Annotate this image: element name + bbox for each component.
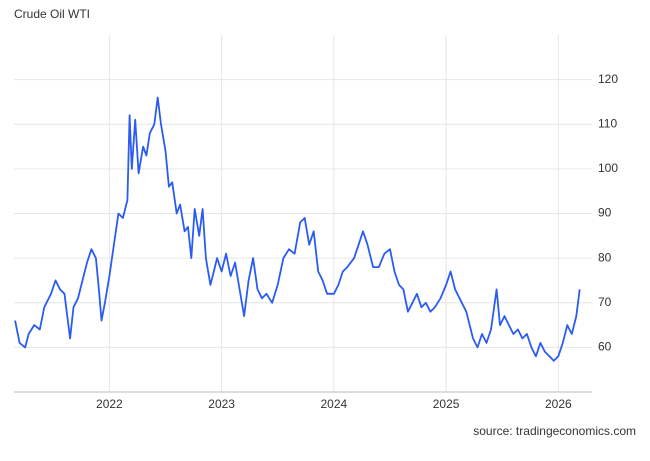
- x-tick-label: 2025: [433, 397, 460, 411]
- x-tick-label: 2026: [545, 397, 572, 411]
- y-tick-label: 120: [598, 72, 618, 86]
- x-tick-label: 2023: [208, 397, 235, 411]
- y-tick-label: 110: [598, 116, 617, 130]
- y-tick-label: 60: [598, 340, 612, 354]
- y-tick-label: 70: [598, 295, 612, 309]
- y-tick-label: 90: [598, 206, 612, 220]
- y-tick-label: 100: [598, 161, 618, 175]
- chart-title: Crude Oil WTI: [14, 7, 90, 21]
- x-tick-label: 2024: [321, 397, 348, 411]
- source: source: tradingeconomics.com: [473, 424, 636, 438]
- y-tick-label: 80: [598, 250, 612, 264]
- price-line: [14, 96, 581, 362]
- x-tick-label: 2022: [96, 397, 123, 411]
